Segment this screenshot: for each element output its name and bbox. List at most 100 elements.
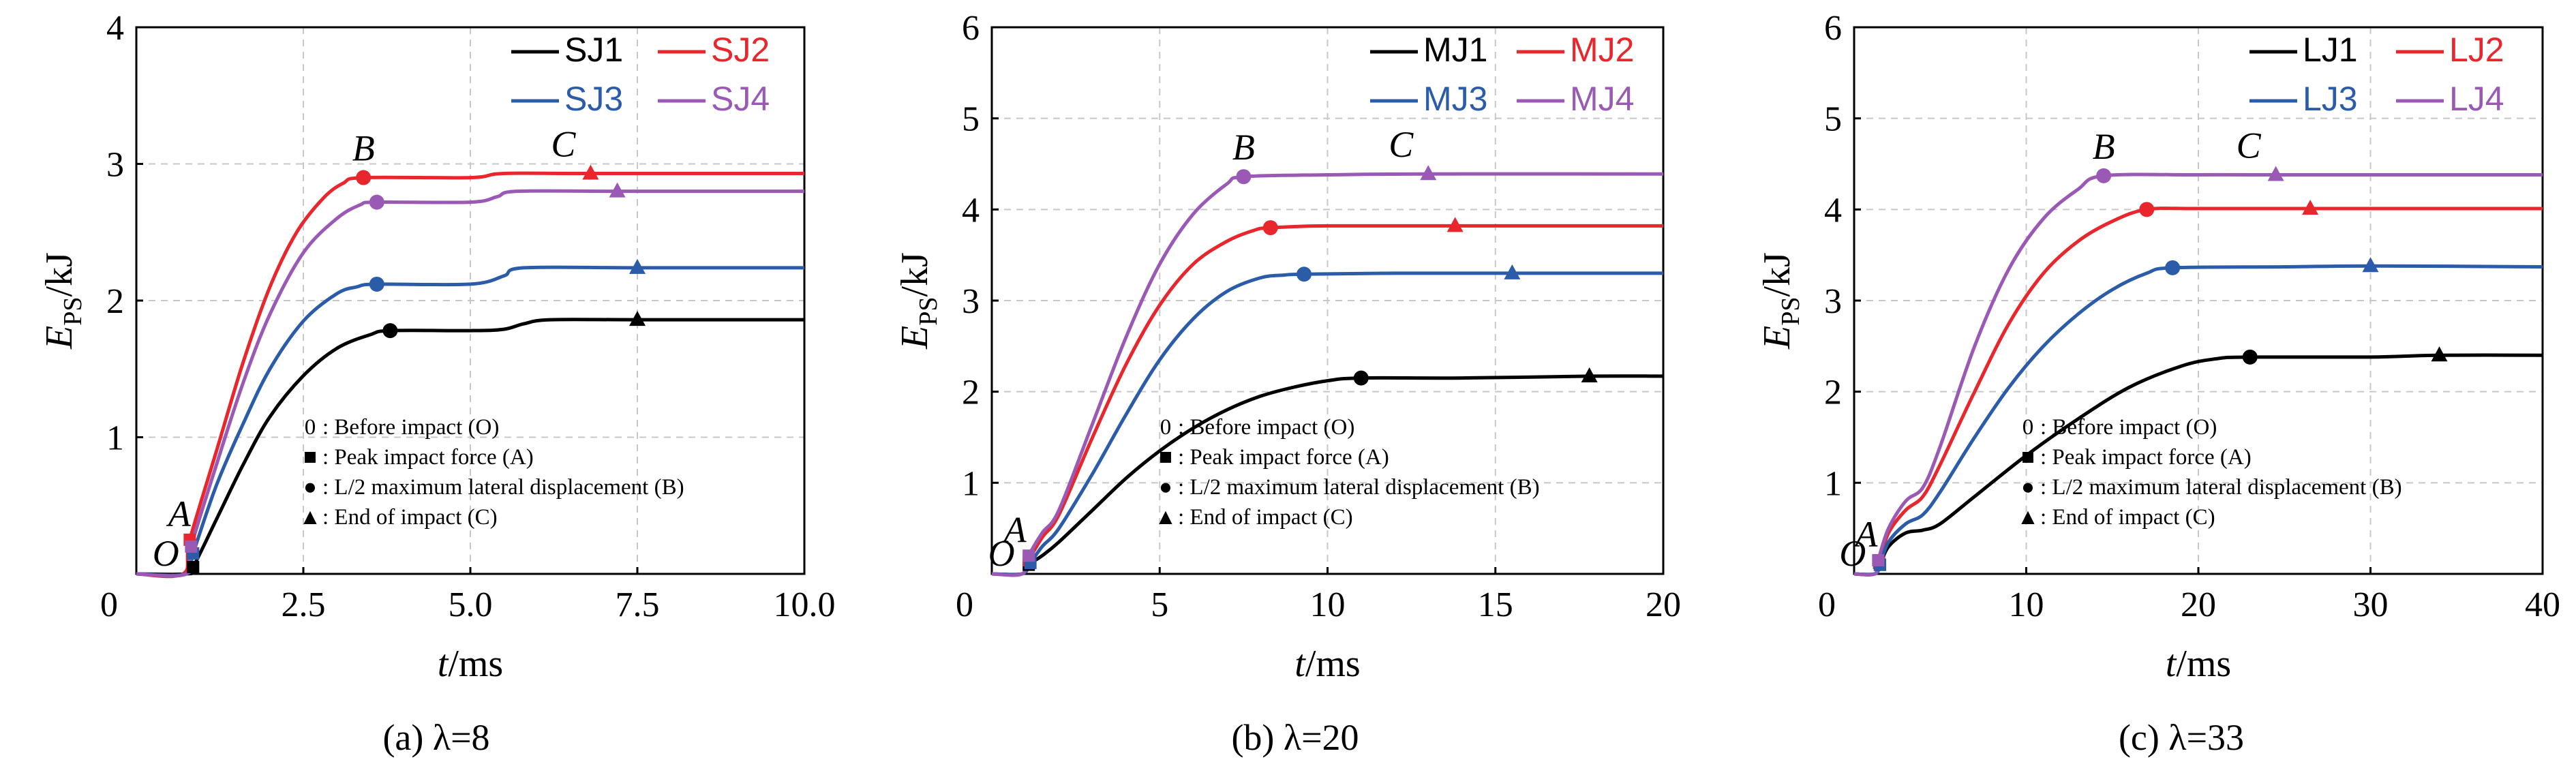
marker-B-LJ2 bbox=[2139, 202, 2155, 217]
y-tick-label: 1 bbox=[1824, 464, 1842, 503]
series-line-SJ4 bbox=[136, 189, 804, 578]
x-tick-label: 30 bbox=[2353, 585, 2389, 624]
marker-A-SJ4 bbox=[185, 540, 198, 553]
note-symbol: 0 bbox=[305, 415, 316, 440]
marker-C-MJ2 bbox=[1446, 217, 1464, 232]
note-text: : L/2 maximum lateral displacement (B) bbox=[1178, 475, 1540, 500]
point-label-B: B bbox=[1232, 127, 1255, 168]
series-line-LJ4 bbox=[1853, 172, 2543, 577]
x-axis-label: t/ms bbox=[438, 643, 503, 685]
legend-label-SJ1: SJ1 bbox=[564, 31, 623, 69]
panel-caption: (a) λ=8 bbox=[382, 717, 489, 758]
y-tick-label: 6 bbox=[1824, 9, 1842, 48]
note-symbol: ▲ bbox=[1155, 505, 1177, 530]
y-axis-label: EPS/kJ bbox=[894, 252, 943, 350]
point-label-C: C bbox=[2237, 125, 2262, 166]
x-axis-label: t/ms bbox=[1294, 643, 1360, 685]
note-text: : Before impact (O) bbox=[322, 415, 499, 440]
legend-label-LJ4: LJ4 bbox=[2449, 80, 2504, 118]
series-line-MJ3 bbox=[991, 271, 1663, 577]
note-symbol: ● bbox=[1159, 475, 1172, 500]
y-tick-label: 3 bbox=[962, 282, 980, 321]
note-text: : L/2 maximum lateral displacement (B) bbox=[322, 475, 684, 500]
y-tick-label: 5 bbox=[962, 100, 980, 139]
x-tick-label: 7.5 bbox=[616, 585, 660, 624]
series-line-SJ2 bbox=[136, 171, 804, 579]
legend-label-LJ2: LJ2 bbox=[2449, 31, 2504, 69]
marker-B-LJ4 bbox=[2096, 168, 2112, 183]
x-tick-label: 0 bbox=[956, 585, 973, 624]
point-label-A: A bbox=[1002, 509, 1027, 550]
point-label-A: A bbox=[166, 493, 192, 534]
x-tick-label: 2.5 bbox=[282, 585, 326, 624]
note-symbol: ■ bbox=[1159, 445, 1172, 470]
note-symbol: ● bbox=[303, 475, 317, 500]
marker-B-SJ1 bbox=[382, 323, 398, 339]
marker-C-SJ2 bbox=[582, 164, 599, 180]
x-tick-label: 0 bbox=[100, 585, 118, 624]
y-tick-label: 2 bbox=[106, 282, 124, 321]
x-tick-label: 0 bbox=[1818, 585, 1836, 624]
note-text: : Before impact (O) bbox=[2040, 415, 2217, 440]
marker-B-SJ3 bbox=[369, 276, 384, 292]
point-label-B: B bbox=[2093, 126, 2115, 167]
y-tick-label: 1 bbox=[962, 464, 980, 503]
legend-label-LJ3: LJ3 bbox=[2303, 80, 2358, 118]
legend-label-MJ2: MJ2 bbox=[1570, 31, 1634, 69]
legend-label-SJ4: SJ4 bbox=[711, 80, 770, 118]
note-text: : Peak impact force (A) bbox=[1178, 445, 1389, 470]
marker-A-MJ4 bbox=[1022, 549, 1035, 562]
note-text: : L/2 maximum lateral displacement (B) bbox=[2040, 475, 2402, 500]
marker-C-SJ3 bbox=[629, 258, 646, 274]
marker-C-MJ1 bbox=[1581, 367, 1598, 382]
legend-label-SJ3: SJ3 bbox=[564, 80, 623, 118]
note-symbol: 0 bbox=[1160, 415, 1172, 440]
marker-C-SJ4 bbox=[609, 182, 626, 198]
marker-C-MJ4 bbox=[1420, 165, 1437, 181]
marker-B-LJ1 bbox=[2242, 349, 2258, 365]
point-label-C: C bbox=[1389, 124, 1414, 165]
series-line-LJ3 bbox=[1853, 264, 2543, 577]
y-tick-label: 6 bbox=[962, 9, 980, 48]
marker-B-MJ3 bbox=[1297, 266, 1312, 282]
chart-panel-3: 0 10 20 30 40 1 2 3 4 5 6 t/ms EPS/kJ OA B C LJ1 LJ2 LJ3 LJ… bbox=[1756, 9, 2560, 758]
note-symbol: ● bbox=[2021, 475, 2035, 500]
point-label-O: O bbox=[1839, 533, 1866, 574]
marker-C-LJ3 bbox=[2362, 257, 2379, 273]
point-label-A: A bbox=[1853, 514, 1878, 555]
x-axis-label: t/ms bbox=[2166, 643, 2231, 685]
chart-panel-2: 0 5 10 15 20 1 2 3 4 5 6 t/ms EPS/kJ OA B C MJ1 MJ2 MJ3 MJ4… bbox=[894, 9, 1681, 758]
series-line-SJ1 bbox=[136, 318, 804, 577]
note-symbol: ■ bbox=[303, 445, 317, 470]
series-line-LJ2 bbox=[1853, 207, 2543, 577]
marker-C-LJ2 bbox=[2302, 199, 2319, 215]
point-label-C: C bbox=[551, 124, 576, 165]
legend-label-MJ3: MJ3 bbox=[1423, 80, 1487, 118]
x-tick-label: 20 bbox=[2181, 585, 2216, 624]
legend-label-SJ2: SJ2 bbox=[711, 31, 770, 69]
x-tick-label: 20 bbox=[1646, 585, 1681, 624]
note-text: : Peak impact force (A) bbox=[2040, 445, 2252, 470]
series-line-MJ2 bbox=[991, 224, 1663, 577]
marker-B-LJ3 bbox=[2165, 260, 2181, 275]
note-text: : End of impact (C) bbox=[2040, 505, 2215, 530]
marker-B-MJ2 bbox=[1262, 220, 1278, 236]
note-text: : Before impact (O) bbox=[1178, 415, 1354, 440]
panel-caption: (c) λ=33 bbox=[2119, 717, 2244, 758]
series-line-LJ1 bbox=[1853, 353, 2543, 577]
legend-label-LJ1: LJ1 bbox=[2303, 31, 2358, 69]
marker-A-SJ1 bbox=[187, 560, 200, 573]
marker-C-MJ3 bbox=[1504, 264, 1521, 279]
y-tick-label: 1 bbox=[106, 419, 124, 458]
series-line-SJ3 bbox=[136, 265, 804, 577]
series-line-MJ4 bbox=[991, 172, 1664, 577]
y-axis-label: EPS/kJ bbox=[38, 252, 87, 350]
point-label-O: O bbox=[153, 533, 179, 574]
point-label-O: O bbox=[988, 533, 1015, 574]
y-axis-label: EPS/kJ bbox=[1756, 252, 1805, 350]
marker-C-LJ1 bbox=[2431, 346, 2448, 362]
note-text: : End of impact (C) bbox=[322, 505, 498, 530]
x-tick-label: 5.0 bbox=[449, 585, 493, 624]
